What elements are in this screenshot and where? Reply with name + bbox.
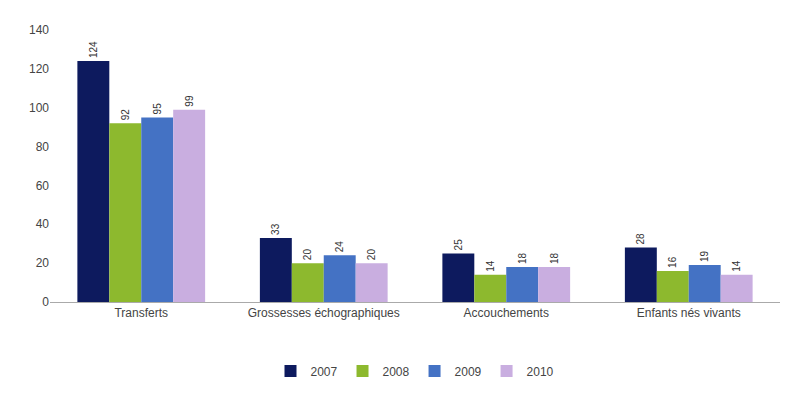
svg-text:Grossesses échographiques: Grossesses échographiques	[248, 306, 400, 320]
svg-text:33: 33	[270, 223, 281, 235]
svg-text:20: 20	[366, 249, 377, 261]
svg-text:92: 92	[120, 109, 131, 121]
svg-text:99: 99	[184, 95, 195, 107]
svg-text:2010: 2010	[527, 365, 554, 379]
svg-text:20: 20	[302, 249, 313, 261]
svg-text:40: 40	[36, 217, 50, 231]
svg-text:80: 80	[36, 140, 50, 154]
svg-text:2007: 2007	[311, 365, 338, 379]
svg-text:18: 18	[549, 252, 560, 264]
svg-text:Transferts: Transferts	[114, 306, 168, 320]
svg-text:14: 14	[485, 260, 496, 272]
svg-text:Accouchements: Accouchements	[464, 306, 549, 320]
svg-text:95: 95	[152, 103, 163, 115]
svg-text:14: 14	[731, 260, 742, 272]
svg-text:0: 0	[42, 295, 49, 309]
svg-text:Enfants nés vivants: Enfants nés vivants	[637, 306, 741, 320]
svg-text:100: 100	[29, 101, 49, 115]
svg-text:60: 60	[36, 179, 50, 193]
svg-text:25: 25	[453, 239, 464, 251]
svg-text:124: 124	[88, 41, 99, 58]
svg-text:120: 120	[29, 62, 49, 76]
svg-text:2009: 2009	[455, 365, 482, 379]
svg-text:20: 20	[36, 256, 50, 270]
svg-text:28: 28	[635, 233, 646, 245]
svg-text:16: 16	[667, 256, 678, 268]
svg-text:24: 24	[334, 241, 345, 253]
svg-text:140: 140	[29, 23, 49, 37]
svg-text:19: 19	[699, 251, 710, 263]
svg-text:2008: 2008	[383, 365, 410, 379]
svg-text:18: 18	[517, 252, 528, 264]
